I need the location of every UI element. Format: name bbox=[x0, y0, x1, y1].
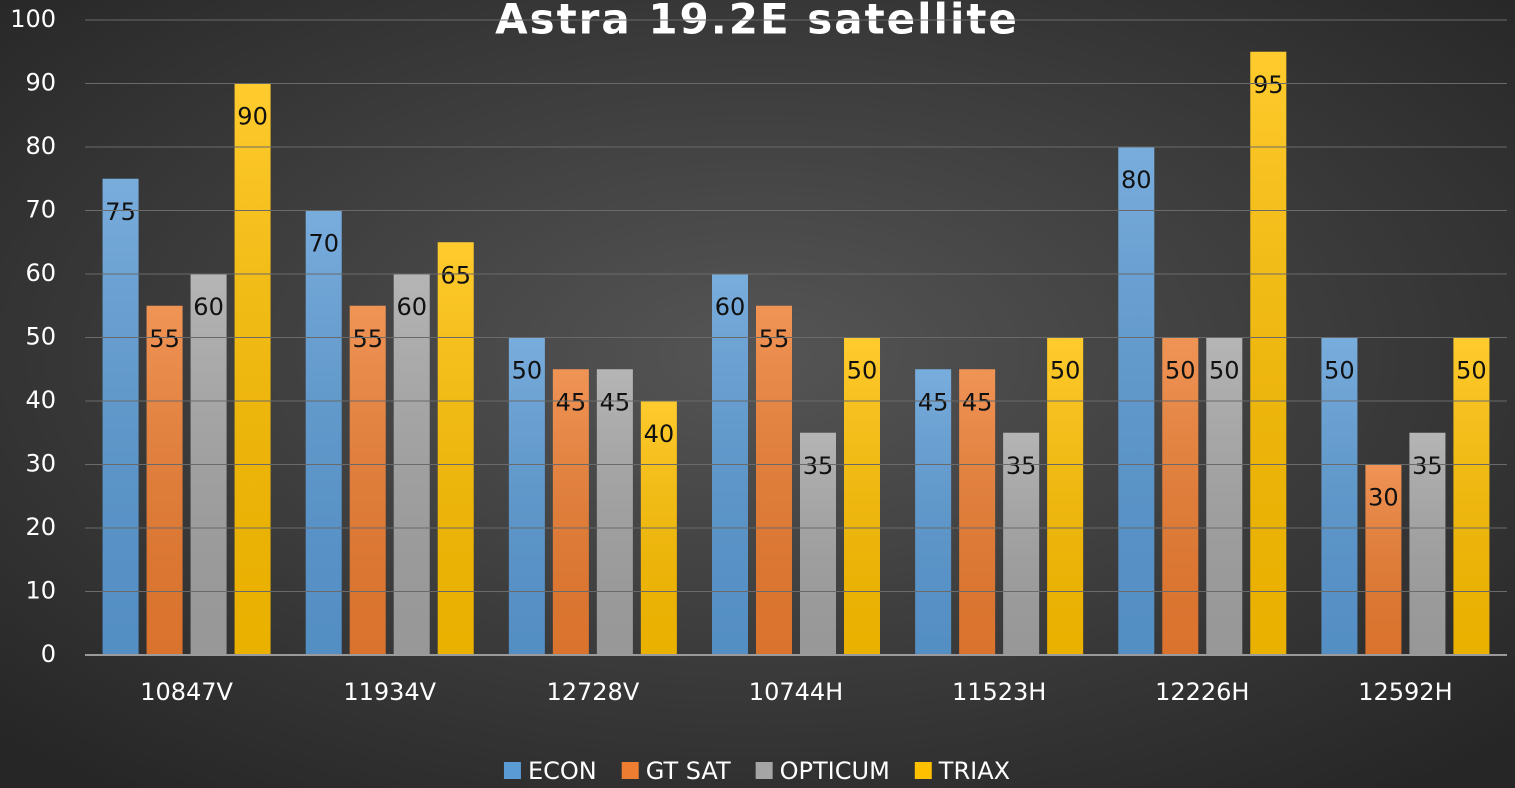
bar-shine bbox=[844, 337, 880, 655]
data-label: 50 bbox=[1456, 357, 1487, 385]
y-tick-label: 30 bbox=[25, 450, 56, 478]
y-tick-label: 60 bbox=[25, 259, 56, 287]
bar-shine bbox=[1409, 432, 1446, 655]
data-label: 35 bbox=[803, 452, 834, 480]
data-label: 60 bbox=[396, 293, 427, 321]
x-tick-label: 11523H bbox=[952, 678, 1046, 706]
bar-shine bbox=[1162, 337, 1199, 655]
data-label: 60 bbox=[715, 293, 746, 321]
y-tick-label: 10 bbox=[25, 577, 56, 605]
bar-shine bbox=[508, 337, 545, 655]
bar-shine bbox=[1047, 337, 1084, 655]
x-tick-label: 10744H bbox=[749, 678, 843, 706]
bar-shine bbox=[596, 369, 633, 655]
data-label: 80 bbox=[1121, 166, 1152, 194]
data-label: 30 bbox=[1368, 484, 1399, 512]
data-label: 50 bbox=[1209, 357, 1240, 385]
x-tick-label: 12728V bbox=[546, 678, 639, 706]
y-tick-label: 20 bbox=[25, 513, 56, 541]
y-tick-label: 70 bbox=[25, 196, 56, 224]
data-label: 50 bbox=[512, 357, 543, 385]
data-label: 90 bbox=[237, 103, 268, 131]
bar-shine bbox=[146, 305, 183, 655]
data-label: 55 bbox=[759, 325, 790, 353]
data-label: 50 bbox=[1324, 357, 1355, 385]
x-tick-label: 10847V bbox=[140, 678, 233, 706]
bar-shine bbox=[102, 178, 139, 655]
data-label: 45 bbox=[918, 388, 949, 416]
bar-shine bbox=[1365, 464, 1402, 655]
chart-title: Astra 19.2E satellite bbox=[495, 0, 1019, 44]
x-tick-label: 12592H bbox=[1358, 678, 1452, 706]
data-label: 60 bbox=[193, 293, 224, 321]
data-label: 50 bbox=[1165, 357, 1196, 385]
x-tick-label: 11934V bbox=[343, 678, 436, 706]
y-tick-label: 50 bbox=[25, 323, 56, 351]
bar-shine bbox=[349, 305, 386, 655]
data-label: 35 bbox=[1412, 452, 1443, 480]
data-label: 40 bbox=[644, 420, 675, 448]
bar-shine bbox=[1453, 337, 1490, 655]
data-label: 65 bbox=[440, 261, 471, 289]
legend-swatch bbox=[621, 762, 639, 779]
legend-label: OPTICUM bbox=[780, 757, 890, 785]
bar-shine bbox=[234, 83, 271, 655]
data-label: 45 bbox=[556, 388, 587, 416]
bar-shine bbox=[1250, 51, 1287, 655]
bar-shine bbox=[305, 210, 342, 655]
y-tick-label: 40 bbox=[25, 386, 56, 414]
legend-swatch bbox=[755, 762, 773, 779]
y-tick-label: 100 bbox=[10, 5, 56, 33]
y-tick-label: 80 bbox=[25, 132, 56, 160]
legend-label: GT SAT bbox=[646, 757, 731, 785]
y-tick-label: 0 bbox=[41, 640, 56, 668]
data-label: 50 bbox=[847, 357, 878, 385]
data-label: 45 bbox=[600, 388, 631, 416]
legend-label: TRIAX bbox=[938, 757, 1010, 785]
x-tick-label: 12226H bbox=[1155, 678, 1249, 706]
data-label: 95 bbox=[1253, 71, 1284, 99]
data-label: 55 bbox=[149, 325, 180, 353]
bar-shine bbox=[1321, 337, 1358, 655]
bar-shine bbox=[1206, 337, 1243, 655]
data-label: 35 bbox=[1006, 452, 1037, 480]
data-label: 50 bbox=[1050, 357, 1081, 385]
bar-shine bbox=[800, 432, 836, 655]
data-label: 45 bbox=[962, 388, 993, 416]
legend-swatch bbox=[914, 762, 932, 779]
data-label: 75 bbox=[105, 198, 136, 226]
bar-shine bbox=[915, 369, 952, 655]
bar-shine bbox=[959, 369, 996, 655]
bar-shine bbox=[437, 242, 474, 655]
y-tick-label: 90 bbox=[25, 69, 56, 97]
data-label: 70 bbox=[308, 230, 339, 258]
bar-shine bbox=[756, 305, 792, 655]
legend-label: ECON bbox=[528, 757, 597, 785]
data-label: 55 bbox=[352, 325, 383, 353]
bar-shine bbox=[1003, 432, 1040, 655]
bar-shine bbox=[552, 369, 589, 655]
legend-swatch bbox=[503, 762, 521, 779]
